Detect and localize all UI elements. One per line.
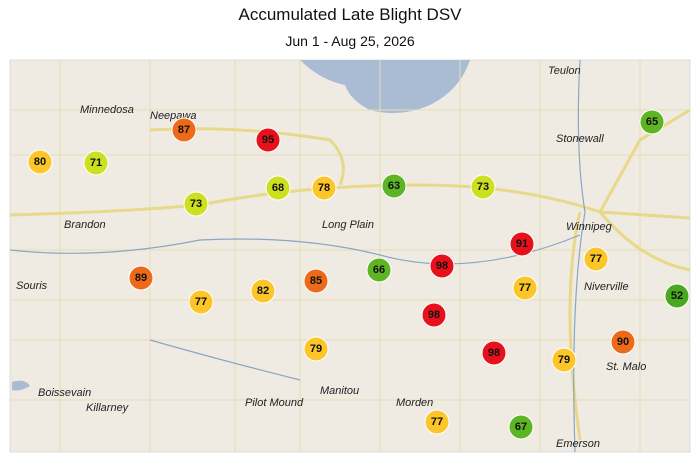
dsv-marker — [265, 175, 291, 201]
dsv-value: 68 — [272, 182, 284, 194]
place-label: Manitou — [320, 385, 359, 397]
title: Accumulated Late Blight DSV — [238, 5, 462, 24]
dsv-marker — [610, 329, 636, 355]
basemap — [9, 59, 691, 453]
dsv-marker — [481, 340, 507, 366]
dsv-marker — [470, 174, 496, 200]
dsv-value: 77 — [195, 296, 207, 308]
place-label: Winnipeg — [566, 221, 613, 233]
dsv-marker — [366, 257, 392, 283]
dsv-value: 52 — [671, 290, 683, 302]
dsv-marker — [303, 336, 329, 362]
dsv-value: 67 — [515, 421, 527, 433]
dsv-value: 71 — [90, 157, 102, 169]
place-label: Stonewall — [556, 133, 604, 145]
dsv-marker — [171, 117, 197, 143]
dsv-marker — [255, 127, 281, 153]
dsv-value: 87 — [178, 124, 190, 136]
place-labels: Teulon Minnedosa Neepawa Stonewall Winni… — [16, 65, 646, 450]
dsv-value: 77 — [519, 282, 531, 294]
dsv-marker — [27, 149, 53, 175]
place-label: Souris — [16, 280, 48, 292]
dsv-marker — [664, 283, 690, 309]
dsv-value: 78 — [318, 182, 330, 194]
dsv-value: 73 — [477, 181, 489, 193]
dsv-marker — [583, 246, 609, 272]
dsv-value: 82 — [257, 285, 269, 297]
dsv-value: 77 — [431, 416, 443, 428]
dsv-marker — [183, 191, 209, 217]
place-label: Brandon — [64, 219, 106, 231]
place-label: St. Malo — [606, 361, 646, 373]
place-label: Minnedosa — [80, 104, 134, 116]
dsv-value: 89 — [135, 272, 147, 284]
dsv-value: 77 — [590, 253, 602, 265]
place-label: Long Plain — [322, 219, 374, 231]
dsv-value: 98 — [428, 309, 440, 321]
dsv-value: 79 — [558, 354, 570, 366]
dsv-value: 65 — [646, 116, 658, 128]
place-label: Emerson — [556, 438, 600, 450]
dsv-marker — [429, 253, 455, 279]
dsv-marker — [512, 275, 538, 301]
place-label: Teulon — [548, 65, 581, 77]
dsv-marker — [508, 414, 534, 440]
dsv-marker — [551, 347, 577, 373]
dsv-marker — [303, 268, 329, 294]
dsv-marker — [381, 173, 407, 199]
dsv-marker — [421, 302, 447, 328]
dsv-marker — [639, 109, 665, 135]
subtitle: Jun 1 - Aug 25, 2026 — [285, 33, 414, 49]
dsv-marker — [509, 231, 535, 257]
dsv-marker — [250, 278, 276, 304]
dsv-value: 91 — [516, 238, 528, 250]
dsv-value: 63 — [388, 180, 400, 192]
place-label: Killarney — [86, 402, 130, 414]
dsv-marker — [424, 409, 450, 435]
dsv-value: 95 — [262, 134, 274, 146]
place-label: Morden — [396, 397, 433, 409]
dsv-value: 80 — [34, 156, 46, 168]
dsv-marker — [311, 175, 337, 201]
place-label: Niverville — [584, 281, 629, 293]
dsv-value: 73 — [190, 198, 202, 210]
dsv-value: 66 — [373, 264, 385, 276]
dsv-marker — [83, 150, 109, 176]
dsv-value: 79 — [310, 343, 322, 355]
dsv-marker — [188, 289, 214, 315]
dsv-value: 90 — [617, 336, 629, 348]
dsv-value: 98 — [436, 260, 448, 272]
dsv-marker — [128, 265, 154, 291]
dsv-value: 85 — [310, 275, 322, 287]
dsv-value: 98 — [488, 347, 500, 359]
place-label: Boissevain — [38, 387, 91, 399]
place-label: Pilot Mound — [245, 397, 304, 409]
